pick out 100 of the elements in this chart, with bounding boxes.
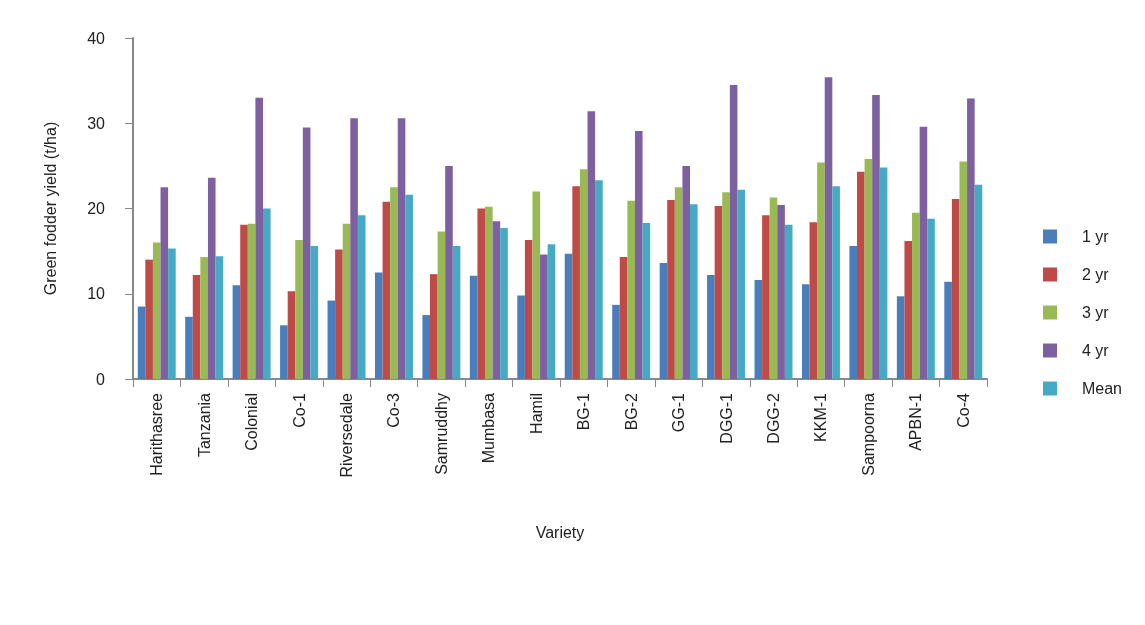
x-tick-label: APBN-1 bbox=[907, 392, 925, 451]
bar bbox=[777, 205, 785, 379]
x-tick-label: Tanzania bbox=[195, 392, 213, 458]
bar bbox=[524, 240, 533, 379]
bar bbox=[754, 280, 763, 379]
bar bbox=[769, 197, 778, 379]
bar bbox=[255, 97, 263, 379]
bar bbox=[919, 126, 928, 379]
bar bbox=[595, 180, 603, 379]
bar bbox=[145, 259, 153, 379]
x-tick-label: Hamil bbox=[527, 393, 545, 434]
bar bbox=[263, 208, 271, 379]
bar bbox=[452, 246, 461, 379]
bar bbox=[547, 244, 556, 379]
bar bbox=[667, 199, 675, 379]
bar bbox=[572, 186, 580, 379]
bar bbox=[951, 199, 960, 379]
x-tick-label: Sampoorna bbox=[859, 392, 877, 476]
bar bbox=[634, 130, 643, 379]
bar bbox=[682, 165, 690, 379]
bar bbox=[302, 127, 311, 379]
bar bbox=[207, 177, 216, 379]
bar bbox=[729, 84, 738, 379]
y-axis-title: Green fodder yield (t/ha) bbox=[41, 121, 59, 296]
y-tick-label: 20 bbox=[87, 200, 106, 217]
bar bbox=[342, 223, 351, 379]
bar bbox=[185, 316, 193, 379]
x-tick-label: KKM-1 bbox=[812, 392, 830, 442]
bar bbox=[477, 208, 486, 379]
bar bbox=[967, 98, 975, 379]
bar bbox=[280, 325, 288, 379]
bar bbox=[959, 161, 968, 379]
bar bbox=[737, 189, 746, 379]
bar bbox=[849, 246, 857, 379]
bar bbox=[382, 201, 391, 379]
x-tick-label: Samruddhy bbox=[432, 393, 450, 475]
bar bbox=[437, 231, 446, 379]
x-tick-label: Co-3 bbox=[385, 392, 403, 428]
bar bbox=[762, 215, 770, 379]
bar bbox=[896, 296, 905, 379]
x-tick-label: GG-1 bbox=[670, 392, 688, 433]
bar bbox=[310, 246, 319, 379]
bar bbox=[357, 215, 366, 379]
y-tick-label: 10 bbox=[87, 285, 106, 303]
x-tick-label: Harithasree bbox=[148, 392, 166, 476]
bar bbox=[160, 187, 169, 379]
bar bbox=[872, 95, 880, 379]
legend-label: 2 yr bbox=[1081, 266, 1110, 283]
x-tick-label: Co-4 bbox=[954, 392, 972, 428]
bar bbox=[690, 204, 698, 379]
legend-label: 4 yr bbox=[1081, 342, 1110, 359]
x-tick-label: DGG-2 bbox=[765, 392, 782, 444]
bar bbox=[809, 222, 818, 379]
bar bbox=[714, 205, 723, 379]
bar bbox=[405, 194, 413, 379]
bar bbox=[540, 254, 548, 379]
bar bbox=[469, 275, 478, 379]
x-tick-label: Riversedale bbox=[338, 392, 355, 478]
bar bbox=[619, 257, 628, 379]
bar bbox=[168, 248, 176, 379]
bar bbox=[532, 191, 541, 379]
bar bbox=[857, 171, 865, 379]
x-tick-label: BG-1 bbox=[575, 392, 593, 431]
bar bbox=[327, 300, 336, 379]
bar bbox=[944, 281, 952, 379]
bar bbox=[912, 212, 920, 379]
bar bbox=[295, 240, 303, 379]
bar bbox=[215, 256, 224, 379]
legend-label: 3 yr bbox=[1081, 304, 1110, 321]
x-tick-label: Mumbasa bbox=[480, 392, 498, 464]
bar bbox=[397, 118, 406, 379]
bar bbox=[801, 284, 810, 379]
bar bbox=[642, 222, 651, 379]
bar bbox=[587, 111, 596, 379]
bar bbox=[627, 200, 635, 379]
bar bbox=[390, 187, 398, 379]
bar bbox=[904, 240, 913, 379]
bar bbox=[485, 206, 493, 379]
y-tick-label: 0 bbox=[96, 370, 106, 388]
x-axis-title: Variety bbox=[535, 523, 585, 541]
bar bbox=[864, 159, 873, 379]
bar bbox=[287, 291, 296, 379]
x-tick-label: DGG-1 bbox=[717, 392, 735, 444]
bar bbox=[824, 77, 833, 379]
bar bbox=[192, 275, 201, 379]
bar bbox=[659, 263, 668, 379]
bar bbox=[612, 304, 620, 379]
bar bbox=[232, 285, 241, 379]
y-tick-label: 30 bbox=[87, 114, 106, 132]
bar bbox=[240, 224, 248, 379]
legend-label: 1 yr bbox=[1081, 228, 1110, 245]
bar bbox=[974, 184, 983, 379]
bar bbox=[350, 118, 358, 379]
y-tick-label: 40 bbox=[87, 29, 106, 47]
bar bbox=[674, 187, 683, 379]
bar bbox=[422, 315, 430, 379]
bar bbox=[927, 218, 935, 379]
bar bbox=[492, 221, 501, 379]
bar bbox=[879, 167, 888, 379]
bar bbox=[707, 275, 715, 379]
